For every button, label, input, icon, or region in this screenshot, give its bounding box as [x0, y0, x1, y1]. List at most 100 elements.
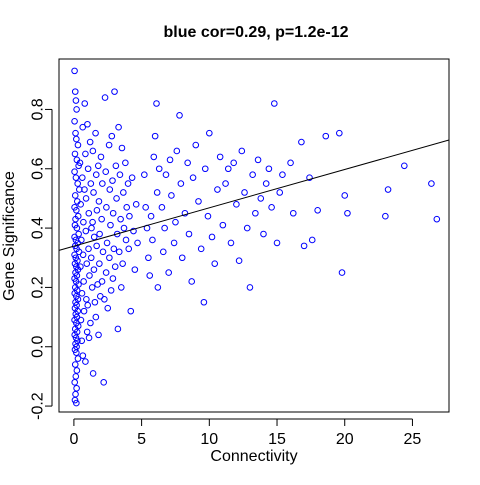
data-point	[176, 112, 183, 119]
data-point	[113, 195, 120, 202]
data-point	[145, 254, 152, 262]
data-point	[72, 310, 80, 318]
data-point	[254, 156, 262, 164]
data-point	[216, 153, 224, 161]
data-point	[204, 212, 212, 220]
data-point	[81, 186, 88, 193]
data-point	[78, 290, 86, 297]
data-point	[219, 221, 227, 229]
data-point	[99, 248, 107, 256]
data-point	[71, 67, 78, 75]
data-point	[257, 195, 265, 202]
y-axis-label: Gene Significance	[1, 171, 18, 301]
data-point	[197, 245, 205, 253]
data-point	[73, 384, 80, 392]
data-point	[89, 147, 97, 155]
data-point	[151, 132, 159, 140]
data-point	[108, 132, 116, 140]
data-point	[80, 218, 87, 226]
data-point	[314, 206, 321, 214]
data-point	[97, 153, 105, 161]
data-point	[201, 165, 209, 173]
data-point	[146, 272, 154, 279]
data-point	[185, 230, 193, 238]
data-point	[73, 206, 80, 214]
data-point	[84, 301, 92, 309]
y-tick-label: -0.2	[30, 392, 47, 420]
data-point	[95, 198, 103, 205]
data-point	[101, 94, 109, 101]
data-point	[106, 186, 114, 193]
data-point	[433, 215, 441, 223]
data-point	[83, 295, 90, 303]
data-point	[401, 162, 408, 170]
data-point	[104, 304, 112, 312]
data-point	[428, 180, 435, 187]
data-point	[276, 189, 284, 196]
data-point	[85, 209, 93, 217]
data-point	[77, 201, 84, 208]
plot-frame	[58, 58, 450, 413]
data-point	[338, 269, 346, 276]
data-point	[90, 233, 98, 241]
data-point	[107, 287, 115, 294]
data-point	[79, 352, 87, 359]
data-point	[341, 192, 349, 199]
data-point	[155, 165, 163, 173]
data-point	[84, 120, 91, 128]
data-point	[91, 298, 99, 306]
data-point	[82, 195, 90, 202]
data-point	[111, 88, 118, 95]
y-tick-label: 0.0	[30, 336, 47, 358]
data-point	[82, 150, 89, 158]
data-point	[189, 174, 197, 181]
data-point	[122, 236, 130, 244]
data-point	[71, 88, 79, 95]
regression-line	[58, 139, 450, 251]
data-point	[103, 239, 111, 247]
data-point	[271, 100, 278, 107]
data-point	[90, 266, 98, 273]
data-point	[153, 189, 161, 196]
data-point	[109, 209, 117, 217]
data-point	[98, 215, 105, 223]
data-point	[243, 224, 251, 232]
data-point	[252, 209, 259, 217]
data-point	[241, 189, 248, 196]
data-point	[289, 209, 297, 217]
data-point	[71, 379, 79, 386]
data-point	[78, 337, 86, 345]
data-point	[382, 212, 389, 220]
data-point	[127, 307, 135, 315]
data-point	[92, 129, 99, 137]
data-point	[268, 204, 275, 211]
chart-title: blue cor=0.29, p=1.2e-12	[164, 24, 349, 41]
data-point	[134, 239, 141, 247]
data-point	[71, 117, 78, 125]
x-tick-label: 5	[137, 431, 146, 448]
data-point	[72, 174, 80, 181]
y-axis: -0.2 0.0 0.2 0.4 0.6 0.8	[30, 98, 53, 420]
data-point	[73, 135, 80, 143]
data-point	[92, 171, 100, 178]
data-point	[246, 284, 254, 291]
data-point	[102, 168, 110, 176]
data-point	[113, 230, 121, 238]
data-point	[192, 141, 200, 149]
data-point	[87, 254, 95, 262]
data-point	[76, 159, 84, 167]
data-point	[71, 168, 78, 176]
data-point	[208, 233, 216, 241]
data-point	[71, 192, 79, 199]
data-point	[83, 260, 91, 267]
data-point	[279, 171, 286, 178]
data-point	[80, 307, 88, 315]
data-point	[90, 189, 97, 196]
y-tick-label: 0.8	[30, 98, 47, 120]
data-point	[112, 162, 120, 170]
data-point	[111, 263, 119, 270]
data-point	[322, 132, 330, 140]
data-point	[300, 242, 308, 250]
data-point	[85, 334, 93, 342]
